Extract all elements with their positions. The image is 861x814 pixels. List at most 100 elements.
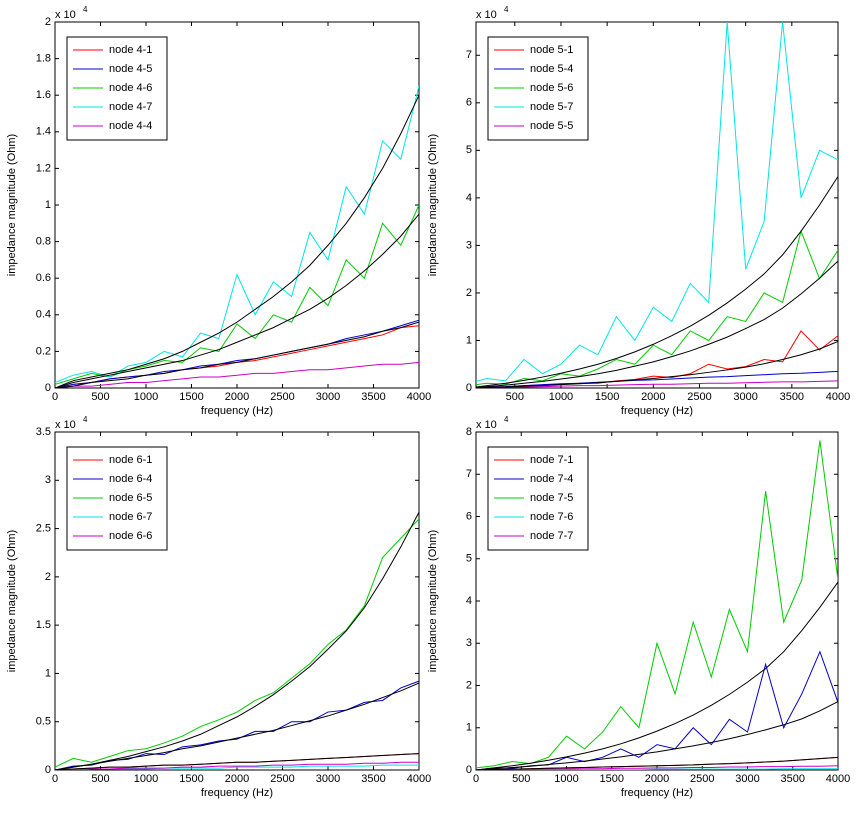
x-tick-label: 3500 (361, 391, 385, 403)
y-tick-label: 0.6 (36, 272, 51, 284)
x-axis-label: frequency (Hz) (621, 787, 693, 799)
fit-line (476, 176, 838, 388)
legend-label: node 5-6 (530, 82, 573, 94)
legend-label: node 5-1 (530, 44, 573, 56)
x-tick-label: 1500 (595, 391, 619, 403)
y-tick-label: 4 (466, 192, 472, 204)
y-tick-label: 3 (466, 239, 472, 251)
subplot: 0 0.5 1 1.5 2 2.5 3 3.5 0 500 1000 1500 2000 2500 3000… (6, 415, 431, 799)
legend-label: node 4-4 (109, 120, 152, 132)
x-tick-label: 1500 (600, 773, 624, 785)
x-tick-label: 2000 (641, 391, 665, 403)
y-tick-label: 8 (466, 426, 472, 438)
x-tick-label: 3500 (781, 773, 805, 785)
data-line (55, 85, 419, 383)
legend-label: node 7-5 (530, 492, 573, 504)
y-tick-label: 2 (45, 16, 51, 28)
legend-label: node 5-5 (530, 120, 573, 132)
data-line (476, 370, 838, 388)
x-tick-label: 2000 (225, 391, 249, 403)
y-tick-label: 1 (45, 667, 51, 679)
x-tick-label: 4000 (407, 773, 431, 785)
y-tick-label: 3.5 (36, 426, 51, 438)
y-tick-label: 0.8 (36, 236, 51, 248)
fit-line (55, 511, 419, 770)
x-tick-label: 1500 (179, 773, 203, 785)
y-tick-label: 3 (45, 474, 51, 486)
fit-line (476, 756, 838, 770)
fit-line (55, 321, 419, 388)
y-exponent: 4 (83, 415, 88, 424)
y-tick-label: 1 (45, 199, 51, 211)
x-tick-label: 1000 (554, 773, 578, 785)
fit-line (476, 340, 838, 388)
legend-label: node 6-5 (109, 492, 152, 504)
x-tick-label: 2000 (225, 773, 249, 785)
y-tick-label: 0.4 (36, 309, 51, 321)
legend-label: node 5-7 (530, 101, 573, 113)
y-tick-label: 2 (45, 571, 51, 583)
y-tick-label: 1.8 (36, 53, 51, 65)
y-exponent: 4 (83, 5, 88, 14)
x-tick-label: 0 (473, 773, 479, 785)
legend-label: node 7-4 (530, 473, 573, 485)
data-line (476, 380, 838, 388)
fit-line (55, 753, 419, 770)
legend-label: node 6-1 (109, 454, 152, 466)
data-line (55, 518, 419, 768)
x-tick-label: 2000 (645, 773, 669, 785)
legend-label: node 4-6 (109, 82, 152, 94)
data-line (55, 761, 419, 770)
y-tick-label: 2 (466, 287, 472, 299)
y-tick-label: 0 (466, 764, 472, 776)
x-tick-label: 1000 (134, 773, 158, 785)
x-tick-label: 2500 (690, 773, 714, 785)
x-axis-label: frequency (Hz) (201, 405, 273, 417)
y-axis-label: impedance magnitude (Ohm) (427, 134, 439, 276)
x-axis-label: frequency (Hz) (201, 787, 273, 799)
data-line (476, 440, 838, 769)
legend-label: node 7-7 (530, 530, 573, 542)
x-tick-label: 1000 (549, 391, 573, 403)
y-tick-label: 3 (466, 637, 472, 649)
y-tick-label: 6 (466, 510, 472, 522)
y-exponent: 4 (504, 5, 509, 14)
x-tick-label: 500 (506, 391, 524, 403)
legend-label: node 7-1 (530, 454, 573, 466)
subplot: 0 0.2 0.4 0.6 0.8 1 1.2 1.4 1.6 1.8 2 0 500 1000 1500 2… (6, 5, 431, 417)
legend-label: node 6-6 (109, 530, 152, 542)
legend-label: node 4-1 (109, 44, 152, 56)
x-tick-label: 4000 (826, 773, 850, 785)
y-tick-label: 0.5 (36, 716, 51, 728)
fit-line (476, 581, 838, 770)
fit-line (55, 94, 419, 388)
y-tick-label: 0 (466, 382, 472, 394)
x-tick-label: 1000 (134, 391, 158, 403)
y-tick-label: 1.5 (36, 619, 51, 631)
x-tick-label: 3000 (733, 391, 757, 403)
legend-label: node 6-4 (109, 473, 152, 485)
y-tick-label: 0 (45, 764, 51, 776)
y-multiplier: x 10 (55, 419, 76, 431)
y-tick-label: 5 (466, 553, 472, 565)
legend-label: node 6-7 (109, 511, 152, 523)
x-tick-label: 0 (52, 391, 58, 403)
x-tick-label: 3500 (780, 391, 804, 403)
fit-line (55, 213, 419, 388)
x-tick-label: 0 (52, 773, 58, 785)
subplot: 0 1 2 3 4 5 6 7 500 1000 1500 2000 2500 3000 3500 4000 f… (427, 5, 850, 417)
y-multiplier: x 10 (55, 9, 76, 21)
x-tick-label: 500 (512, 773, 530, 785)
x-tick-label: 4000 (826, 391, 850, 403)
y-tick-label: 2.5 (36, 522, 51, 534)
x-tick-label: 3500 (361, 773, 385, 785)
fit-line (476, 701, 838, 770)
y-tick-label: 4 (466, 595, 472, 607)
y-tick-label: 6 (466, 97, 472, 109)
y-axis-label: impedance magnitude (Ohm) (6, 134, 18, 276)
y-tick-label: 1 (466, 722, 472, 734)
x-tick-label: 3000 (316, 391, 340, 403)
y-tick-label: 7 (466, 49, 472, 61)
x-tick-label: 4000 (407, 391, 431, 403)
